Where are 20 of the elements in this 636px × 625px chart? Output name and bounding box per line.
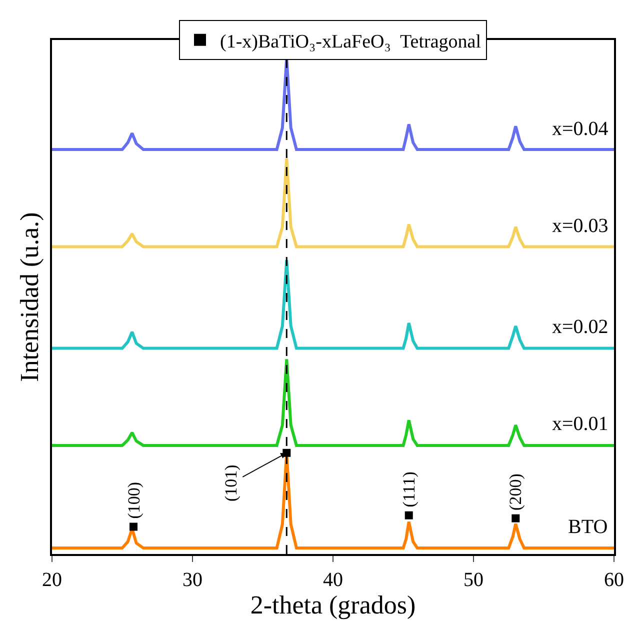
annotation: (100) <box>124 482 144 519</box>
x-tick-label: 20 <box>42 568 62 591</box>
point <box>512 514 520 522</box>
series-label: BTO <box>568 516 608 538</box>
y-axis-title: Intensidad (u.a.) <box>15 212 44 382</box>
point <box>404 511 413 520</box>
series-label: x=0.03 <box>552 215 608 237</box>
x-tick-label: 40 <box>323 568 343 591</box>
point <box>129 522 138 531</box>
x-tick-label: 60 <box>604 568 624 591</box>
series-label: x=0.04 <box>552 118 608 140</box>
annotation: (200) <box>506 474 525 510</box>
series-label: x=0.02 <box>552 316 608 338</box>
annotation: (111) <box>400 472 419 508</box>
x-axis-title: 2-theta (grados) <box>250 590 416 620</box>
x-tick-label: 30 <box>182 568 202 591</box>
series-label: x=0.01 <box>552 413 608 435</box>
x-tick-label: 50 <box>464 568 484 591</box>
legend-label: (1-x)BaTiO₃-xLaFeO₃ Tetragonal <box>220 31 481 52</box>
annotation: (101) <box>222 464 241 502</box>
